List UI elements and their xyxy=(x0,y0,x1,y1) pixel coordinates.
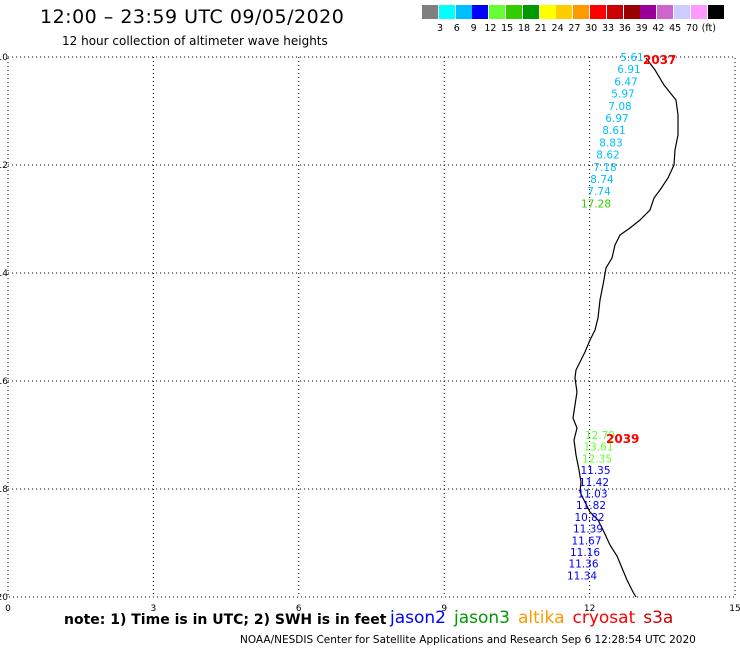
legend-label: 39 xyxy=(635,23,648,34)
wave-height-reading: 11.03 xyxy=(577,489,607,501)
legend-swatch xyxy=(422,5,438,19)
legend-swatch xyxy=(590,5,606,19)
legend-label: 36 xyxy=(618,23,631,34)
legend-swatch xyxy=(539,5,556,19)
wave-height-reading: 11.67 xyxy=(571,535,601,547)
wave-height-reading: 7.74 xyxy=(587,186,611,198)
lat-tick-label: -10 xyxy=(0,53,8,63)
map-subtitle: 12 hour collection of altimeter wave hei… xyxy=(62,34,328,48)
lon-tick-label: 12 xyxy=(584,604,595,614)
legend-label: 3 xyxy=(436,23,444,34)
lon-tick-label: 15 xyxy=(729,604,740,614)
legend-swatch xyxy=(522,5,539,19)
legend-swatch xyxy=(657,5,674,19)
lat-tick-label: -18 xyxy=(0,485,8,495)
map-border xyxy=(7,56,736,598)
lat-tick-label: -12 xyxy=(0,161,8,171)
lat-tick-label: -16 xyxy=(0,377,8,387)
lon-tick-label: 3 xyxy=(151,604,157,614)
legend-swatch xyxy=(606,5,623,19)
legend-label: 9 xyxy=(470,23,477,34)
wave-height-reading: 11.34 xyxy=(567,570,597,582)
wave-height-reading: 11.82 xyxy=(576,500,606,512)
satellite-legend: jason2 jason3 altika cryosat s3a xyxy=(390,608,681,628)
legend-swatch xyxy=(573,5,590,19)
wave-height-reading: 6.47 xyxy=(614,76,637,88)
wave-height-reading: 11.42 xyxy=(579,477,609,489)
wave-height-reading: 6.91 xyxy=(617,64,640,76)
legend-label: 30 xyxy=(585,23,598,34)
legend-label: 33 xyxy=(601,23,615,34)
altimeter-pass: 5.616.916.475.977.086.978.618.838.627.18… xyxy=(581,52,676,210)
legend-swatch xyxy=(489,5,506,19)
lon-tick-label: 9 xyxy=(441,604,447,614)
satellite-jason3: jason3 xyxy=(454,608,510,628)
footer-credit: NOAA/NESDIS Center for Satellite Applica… xyxy=(240,634,696,646)
wave-height-reading: 5.61 xyxy=(620,52,643,64)
lon-tick-label: 6 xyxy=(296,604,302,614)
axis-ticks: 0 3 6 9 12 15 -10 -12 -14 -16 -18 -20 xyxy=(0,53,740,614)
wave-height-reading: 8.74 xyxy=(590,174,614,186)
altimeter-passes: 5.616.916.475.977.086.978.618.838.627.18… xyxy=(567,52,676,582)
wave-height-reading: 11.35 xyxy=(580,465,610,477)
legend-swatch xyxy=(506,5,522,19)
wave-height-reading: 6.97 xyxy=(605,113,628,125)
wave-height-reading: 12.79 xyxy=(585,430,615,442)
satellite-s3a: s3a xyxy=(643,608,674,628)
wave-height-reading: 11.36 xyxy=(568,559,598,571)
wave-height-reading: 8.83 xyxy=(599,137,622,149)
pass-time-label: 2037 xyxy=(643,53,676,67)
satellite-cryosat: cryosat xyxy=(572,608,636,628)
legend-label: 12 xyxy=(484,23,497,34)
lon-tick-label: 0 xyxy=(5,604,11,614)
wave-height-reading: 7.08 xyxy=(608,101,631,113)
pass-time-label: 2039 xyxy=(606,432,639,446)
wave-height-reading: 8.62 xyxy=(596,150,619,162)
wave-height-reading: 12.35 xyxy=(582,453,612,465)
satellite-jason2: jason2 xyxy=(390,608,446,628)
legend-label: 70 xyxy=(685,23,699,34)
legend-swatch xyxy=(690,5,707,19)
footer-note: note: 1) Time is in UTC; 2) SWH is in fe… xyxy=(64,612,387,628)
legend-label: 18 xyxy=(517,23,531,34)
wave-height-reading: 7.18 xyxy=(593,162,616,174)
legend-swatch xyxy=(455,5,472,19)
legend-label: 27 xyxy=(568,23,581,34)
legend-swatch xyxy=(623,5,640,19)
legend-swatch xyxy=(472,5,489,19)
legend-swatch xyxy=(674,5,690,19)
legend-label: 42 xyxy=(652,23,665,34)
lat-tick-label: -14 xyxy=(0,269,8,279)
legend-swatch xyxy=(707,5,724,19)
map-grid xyxy=(8,57,735,597)
map-frame xyxy=(7,56,736,598)
legend-label: 15 xyxy=(501,23,514,34)
wave-height-reading: 5.97 xyxy=(611,89,634,101)
legend-swatch xyxy=(556,5,573,19)
legend-swatch xyxy=(640,5,657,19)
wave-height-reading: 11.16 xyxy=(570,547,600,559)
legend-label: 21 xyxy=(534,23,547,34)
legend-swatch xyxy=(438,5,455,19)
wave-height-reading: 13.61 xyxy=(583,442,613,454)
lat-tick-label: -20 xyxy=(0,593,8,603)
legend-label: (ft) xyxy=(701,23,716,34)
wave-height-reading: 8.61 xyxy=(602,125,625,137)
legend-label: 24 xyxy=(551,23,564,34)
legend-label: 45 xyxy=(669,23,682,34)
satellite-altika: altika xyxy=(518,608,565,628)
wave-height-reading: 10.82 xyxy=(574,512,604,524)
legend-label: 6 xyxy=(453,23,460,34)
altimeter-pass: 12.7913.6112.3511.3511.4211.0311.8210.82… xyxy=(567,430,639,582)
wave-height-reading: 11.39 xyxy=(573,524,603,536)
wave-height-reading: 17.28 xyxy=(581,198,611,210)
map-title: 12:00 – 23:59 UTC 09/05/2020 xyxy=(40,6,345,28)
coastline xyxy=(572,57,679,598)
